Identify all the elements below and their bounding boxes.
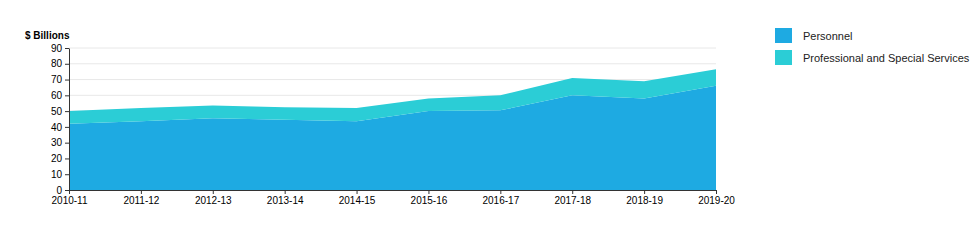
area [69, 86, 716, 190]
tick-mark [572, 190, 573, 194]
tick-label: 2011-12 [123, 195, 159, 206]
x-axis: 2010-11 2011-12 2012-13 2013-14 2014-15 2015-… [52, 190, 736, 206]
tick-label: 2014-15 [339, 195, 376, 206]
tick: 30 [51, 137, 69, 148]
axis-line [70, 190, 717, 191]
tick-mark [428, 190, 429, 194]
tick-label: 2012-13 [195, 195, 232, 206]
tick-mark [65, 174, 69, 175]
tick-label: 10 [51, 169, 63, 180]
tick-mark [65, 143, 69, 144]
tick: 20 [51, 153, 69, 164]
tick-mark [500, 190, 501, 194]
legend-label: Personnel [803, 30, 853, 42]
chart: 0 10 20 30 40 50 60 70 80 90 2010-11 2011-12 2012-13… [0, 0, 978, 238]
legend-swatch [775, 28, 792, 43]
axis-title: $ Billions [25, 30, 70, 41]
tick: 90 [51, 43, 69, 54]
tick-mark [69, 190, 70, 194]
tick-label: 60 [51, 90, 63, 101]
tick-label: 20 [51, 153, 63, 164]
tick: 2010-11 [52, 190, 88, 206]
tick: 2017-18 [554, 190, 591, 206]
legend-swatch [775, 50, 792, 65]
tick-label: 2015-16 [411, 195, 448, 206]
legend-label: Professional and Special Services [803, 52, 970, 64]
tick-mark [65, 80, 69, 81]
tick-mark [285, 190, 286, 194]
legend: Personnel Professional and Special Servic… [775, 28, 970, 65]
tick: 40 [51, 122, 69, 133]
tick-mark [65, 190, 69, 191]
tick-mark [357, 190, 358, 194]
tick: 50 [51, 106, 69, 117]
tick: 2012-13 [195, 190, 232, 206]
grid-line [69, 48, 716, 49]
tick-label: 2016-17 [482, 195, 519, 206]
grid [69, 48, 716, 190]
tick: 70 [51, 74, 69, 85]
tick: 2016-17 [482, 190, 519, 206]
area [69, 69, 716, 123]
y-axis: 0 10 20 30 40 50 60 70 80 90 [51, 43, 70, 196]
tick-mark [65, 158, 69, 159]
grid-line [69, 63, 716, 64]
tick-label: 0 [56, 185, 62, 196]
areas [69, 69, 716, 190]
tick: 80 [51, 58, 69, 69]
tick: 2014-15 [339, 190, 376, 206]
tick-mark [65, 127, 69, 128]
tick: 2011-12 [123, 190, 159, 206]
tick: 2015-16 [411, 190, 448, 206]
tick: 0 [56, 185, 69, 196]
tick-label: 70 [51, 74, 63, 85]
tick: 60 [51, 90, 69, 101]
grid-line [69, 79, 716, 80]
tick-mark [65, 64, 69, 65]
tick: 10 [51, 169, 69, 180]
tick-label: 90 [51, 43, 63, 54]
tick-label: 30 [51, 137, 63, 148]
tick-mark [213, 190, 214, 194]
tick-mark [716, 190, 717, 194]
tick-label: 80 [51, 58, 63, 69]
tick-label: 40 [51, 122, 63, 133]
tick-label: 2017-18 [554, 195, 591, 206]
tick-label: 2018-19 [626, 195, 663, 206]
tick-label: 2010-11 [52, 195, 88, 206]
tick-mark [644, 190, 645, 194]
tick: 2019-20 [698, 190, 735, 206]
tick-mark [65, 95, 69, 96]
tick-label: 50 [51, 106, 63, 117]
tick-mark [65, 111, 69, 112]
tick-mark [141, 190, 142, 194]
axis-line [69, 49, 70, 191]
tick-label: 2013-14 [267, 195, 304, 206]
tick-mark [65, 48, 69, 49]
tick-label: 2019-20 [698, 195, 735, 206]
tick: 2013-14 [267, 190, 304, 206]
tick: 2018-19 [626, 190, 663, 206]
